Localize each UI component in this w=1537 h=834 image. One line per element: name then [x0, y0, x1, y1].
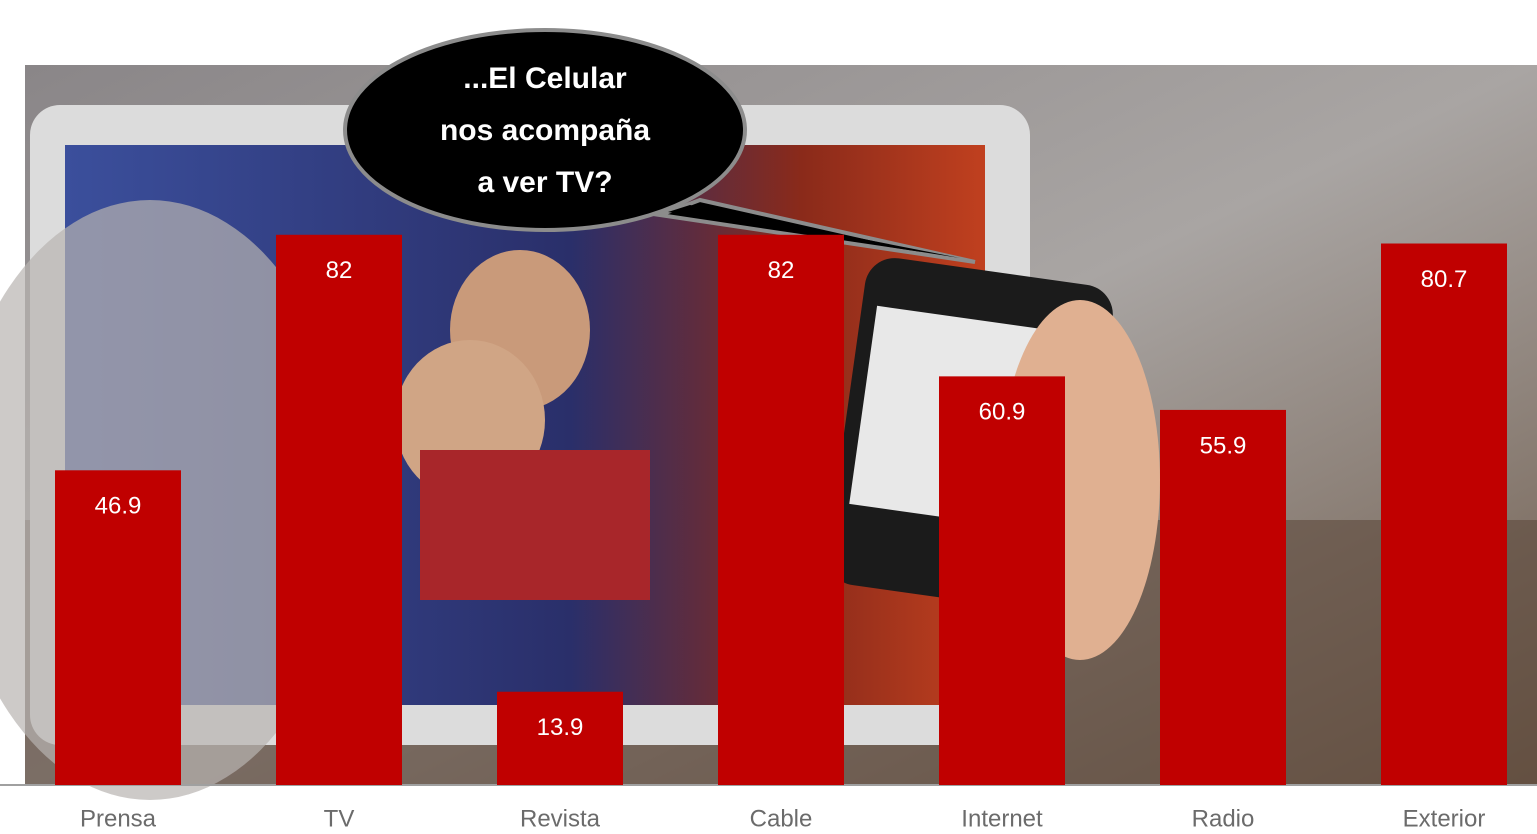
x-tick-label: Prensa	[80, 805, 157, 832]
bar	[276, 234, 402, 785]
bar	[497, 691, 623, 785]
value-label: 60.9	[979, 399, 1026, 426]
bar	[55, 470, 181, 785]
bar	[1160, 409, 1286, 785]
value-label: 55.9	[1200, 432, 1247, 459]
x-tick-label: Cable	[750, 805, 813, 832]
annotation: ...El Celular	[463, 62, 627, 95]
value-label: 46.9	[95, 493, 142, 520]
bar	[939, 376, 1065, 785]
x-tick-label: Radio	[1192, 805, 1255, 832]
value-label: 13.9	[537, 714, 584, 741]
bar	[1381, 243, 1507, 786]
value-label: 80.7	[1421, 266, 1468, 293]
x-tick-label: Revista	[520, 805, 601, 832]
x-tick-label: Internet	[961, 805, 1043, 832]
speech-bubble	[343, 28, 976, 264]
bar	[718, 234, 844, 785]
value-label: 82	[768, 257, 795, 284]
value-label: 82	[326, 257, 353, 284]
annotation: a ver TV?	[477, 166, 612, 199]
annotation: nos acompaña	[440, 114, 650, 147]
x-tick-label: Exterior	[1403, 805, 1486, 832]
x-tick-label: TV	[324, 805, 355, 832]
